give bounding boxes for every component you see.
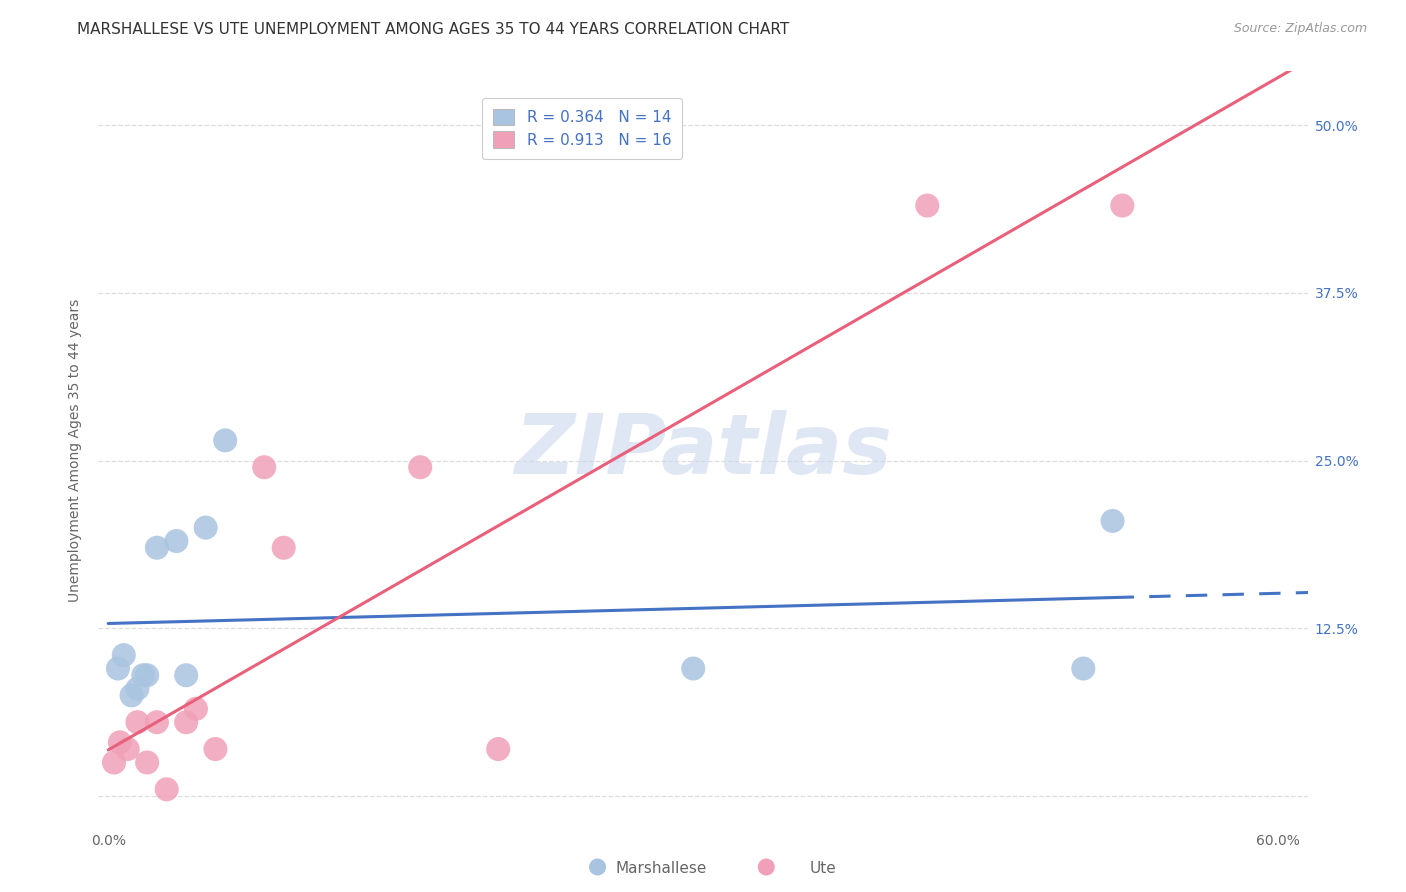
Point xyxy=(156,782,179,797)
Point xyxy=(117,742,139,756)
Point xyxy=(146,541,169,555)
Point xyxy=(253,460,276,475)
Text: ZIPatlas: ZIPatlas xyxy=(515,410,891,491)
Point xyxy=(917,198,939,212)
Point xyxy=(132,668,155,682)
Point xyxy=(755,860,778,874)
Point xyxy=(146,715,169,730)
Point xyxy=(174,668,197,682)
Point xyxy=(112,648,135,662)
Point xyxy=(165,534,187,549)
Text: Source: ZipAtlas.com: Source: ZipAtlas.com xyxy=(1233,22,1367,36)
Point xyxy=(174,715,197,730)
Point xyxy=(194,521,217,535)
Point xyxy=(121,689,143,703)
Point xyxy=(1101,514,1123,528)
Point xyxy=(214,434,236,448)
Point xyxy=(1071,661,1094,675)
Point xyxy=(107,661,129,675)
Point xyxy=(108,735,131,749)
Point xyxy=(184,702,207,716)
Text: Ute: Ute xyxy=(808,861,837,876)
Point xyxy=(204,742,226,756)
Point xyxy=(136,756,159,770)
Point xyxy=(103,756,125,770)
Point xyxy=(136,668,159,682)
Point xyxy=(486,742,509,756)
Point xyxy=(682,661,704,675)
Legend: R = 0.364   N = 14, R = 0.913   N = 16: R = 0.364 N = 14, R = 0.913 N = 16 xyxy=(482,98,682,159)
Text: MARSHALLESE VS UTE UNEMPLOYMENT AMONG AGES 35 TO 44 YEARS CORRELATION CHART: MARSHALLESE VS UTE UNEMPLOYMENT AMONG AG… xyxy=(77,22,790,37)
Point xyxy=(127,681,149,696)
Y-axis label: Unemployment Among Ages 35 to 44 years: Unemployment Among Ages 35 to 44 years xyxy=(69,299,83,602)
Point xyxy=(586,860,609,874)
Point xyxy=(409,460,432,475)
Point xyxy=(127,715,149,730)
Point xyxy=(1111,198,1133,212)
Text: Marshallese: Marshallese xyxy=(616,861,706,876)
Point xyxy=(273,541,295,555)
